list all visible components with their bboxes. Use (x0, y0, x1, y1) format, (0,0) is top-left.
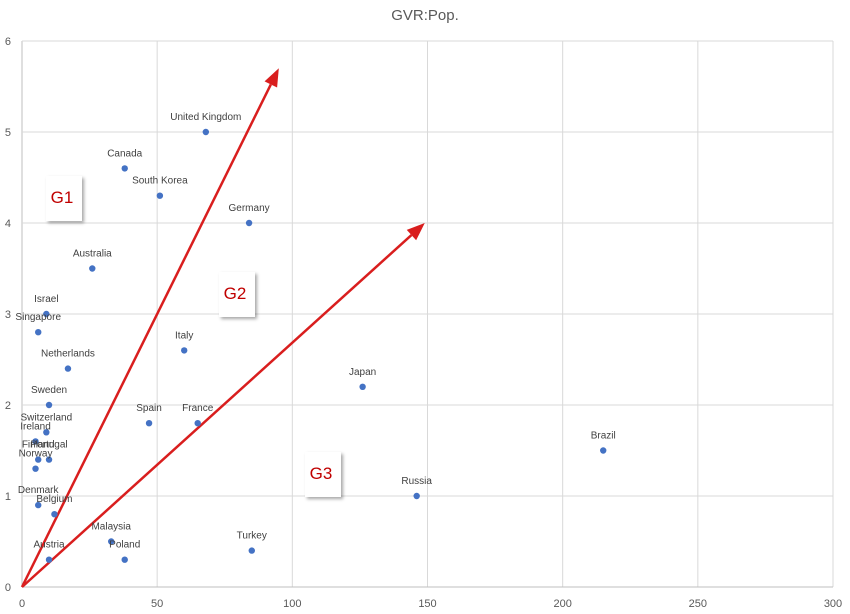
data-label: Japan (349, 367, 376, 378)
data-label: Norway (19, 449, 53, 460)
data-label: Israel (34, 294, 58, 305)
annotation-box: G2 (219, 272, 255, 317)
arrowhead (264, 68, 279, 88)
data-label: Brazil (591, 431, 616, 442)
x-tick-label: 50 (151, 598, 163, 610)
data-label: Finland (22, 440, 55, 451)
data-point (43, 310, 50, 318)
label-layer: United Kingdom Canada South Korea Germany Au… (15, 112, 615, 551)
x-tick-label: 250 (689, 598, 707, 610)
data-label: South Korea (132, 176, 188, 187)
data-label: Portugal (30, 440, 67, 451)
annotation-box: G1 (46, 176, 82, 221)
y-tick-label: 6 (5, 36, 11, 48)
data-label: Canada (107, 148, 142, 159)
data-label: Spain (136, 403, 162, 414)
data-point (202, 128, 210, 136)
data-point (89, 265, 96, 272)
x-tick-label: 200 (553, 598, 571, 610)
data-point (194, 420, 201, 427)
tick-layer: 0 50 100 150 200 250 300 0 1 2 3 4 5 6 (5, 36, 842, 610)
x-tick-label: 100 (283, 598, 301, 610)
data-label: Denmark (18, 485, 60, 496)
arrowhead (406, 223, 425, 241)
data-point (248, 547, 255, 554)
data-point (45, 456, 53, 463)
grid-layer (21, 40, 834, 588)
y-tick-label: 5 (5, 127, 11, 139)
x-tick-label: 0 (19, 598, 25, 610)
data-point (45, 401, 53, 409)
data-point (35, 329, 42, 336)
arrow-line (20, 83, 272, 588)
data-point (35, 456, 42, 463)
data-label: Malaysia (91, 522, 131, 533)
data-point (121, 556, 128, 563)
data-point (108, 538, 115, 545)
annotation-bg (46, 176, 82, 221)
data-point (181, 347, 188, 354)
data-label: Belgium (36, 494, 72, 505)
data-point (51, 511, 58, 518)
data-label: Singapore (15, 312, 61, 323)
annotation-layer: G1 G2 G3 (46, 176, 341, 497)
data-label: Italy (175, 330, 193, 341)
data-label: Sweden (31, 385, 67, 396)
data-point (45, 556, 53, 563)
data-point (121, 165, 128, 172)
data-label: France (182, 403, 214, 414)
data-point (600, 447, 607, 454)
y-tick-label: 4 (5, 218, 11, 230)
arrow-line (21, 234, 413, 588)
data-point (35, 501, 42, 509)
data-label: Poland (109, 540, 140, 551)
y-tick-label: 0 (5, 582, 11, 594)
x-tick-label: 300 (824, 598, 842, 610)
y-tick-label: 3 (5, 309, 11, 321)
data-point (245, 219, 253, 227)
data-label: Turkey (237, 531, 267, 542)
data-point (43, 429, 50, 436)
annotation-box: G3 (305, 452, 341, 497)
data-point (359, 383, 366, 390)
annotation-bg (305, 452, 341, 497)
point-layer (32, 128, 607, 563)
data-point (156, 192, 164, 199)
data-point (145, 420, 153, 427)
data-label: Switzerland (20, 412, 72, 423)
y-tick-label: 1 (5, 491, 11, 503)
x-tick-label: 150 (418, 598, 436, 610)
annotation-bg (219, 272, 255, 317)
chart-title: GVR:Pop. (391, 7, 459, 24)
data-label: United Kingdom (170, 112, 241, 123)
y-tick-label: 2 (5, 400, 11, 412)
data-point (413, 492, 420, 500)
data-label: Australia (73, 249, 112, 260)
data-label: Netherlands (41, 349, 95, 360)
data-label: Austria (33, 540, 65, 551)
data-point (64, 365, 72, 372)
annotation-label: G1 (51, 188, 74, 207)
data-label: Germany (229, 203, 270, 214)
data-point (32, 465, 39, 472)
data-label: Ireland (20, 421, 51, 432)
annotation-label: G3 (310, 464, 333, 483)
arrow-layer (20, 68, 425, 588)
data-point (32, 438, 39, 445)
data-label: Russia (401, 476, 432, 487)
annotation-label: G2 (224, 284, 247, 303)
